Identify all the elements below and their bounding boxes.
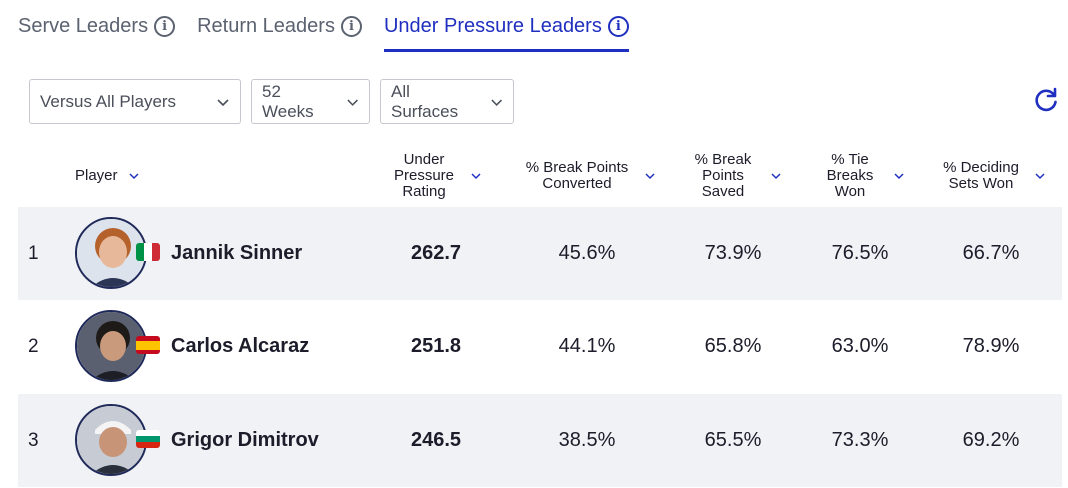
tiebreaks-value: 63.0% [831,335,889,357]
table-row[interactable]: 1 Jannik Sinner 262.7 45.6% 73.9% 76.5% … [18,207,1062,300]
tiebreaks-value: 76.5% [831,242,889,264]
column-header-deciding-sets[interactable]: % Deciding Sets Won [938,148,1046,204]
column-header-label: Under Pressure Rating [393,151,455,200]
tab-label: Serve Leaders [18,14,149,37]
player-avatar [75,404,147,476]
info-icon[interactable]: i [340,15,362,37]
player-rank: 3 [28,429,39,451]
player-rank: 1 [28,242,39,264]
deciding-sets-value: 66.7% [962,242,1020,264]
column-header-label: % Break Points Converted [525,159,629,192]
chevron-down-icon [771,173,781,180]
player-rank: 2 [28,335,39,357]
player-avatar [75,310,147,382]
italy-flag-icon [136,243,160,261]
info-icon[interactable]: i [154,15,176,37]
table-row[interactable]: 2 Carlos Alcaraz 251.8 44.1% 65.8% 63.0%… [18,300,1062,393]
chevron-down-icon [347,99,358,106]
chevron-down-icon [645,173,655,180]
opponent-select-value: Versus All Players [40,91,177,111]
period-select-value: 52 Weeks [262,81,314,121]
bp-saved-value: 65.5% [704,429,762,451]
tab-label: Under Pressure Leaders [383,14,602,37]
period-select[interactable]: 52 Weeks [251,79,370,124]
chevron-down-icon [471,173,481,180]
table-row[interactable]: 3 Grigor Dimitrov 246.5 38.5% 65.5% 73.3… [18,394,1062,487]
deciding-sets-value: 69.2% [962,429,1020,451]
column-header-player[interactable]: Player [75,148,140,204]
chevron-down-icon [1035,173,1045,180]
chevron-down-icon [129,173,139,180]
column-header-bp-converted[interactable]: % Break Points Converted [520,148,656,204]
tab-serve-leaders[interactable]: Serve Leaders i [18,10,176,42]
table-header: Player Under Pressure Rating % Break Poi… [18,148,1062,204]
surface-select[interactable]: All Surfaces [380,79,514,124]
player-name[interactable]: Jannik Sinner [171,242,303,264]
tab-return-leaders[interactable]: Return Leaders i [197,10,362,42]
bp-converted-value: 45.6% [558,242,616,264]
tab-label: Return Leaders [197,14,335,37]
tab-under-pressure-leaders[interactable]: Under Pressure Leaders i [383,10,629,52]
deciding-sets-value: 78.9% [962,335,1020,357]
chevron-down-icon [490,99,502,106]
column-header-label: % Break Points Saved [694,151,752,200]
column-header-label: Player [75,167,118,184]
filter-bar: Versus All Players 52 Weeks All Surfaces [29,79,524,124]
bp-converted-value: 38.5% [558,429,616,451]
column-header-rating[interactable]: Under Pressure Rating [388,148,482,204]
tiebreaks-value: 73.3% [831,429,889,451]
opponent-select[interactable]: Versus All Players [29,79,241,124]
column-header-label: % Tie Breaks Won [826,151,874,200]
under-pressure-rating: 246.5 [410,429,462,451]
under-pressure-rating: 262.7 [410,242,462,264]
chevron-down-icon [217,98,229,106]
under-pressure-rating: 251.8 [410,335,462,357]
refresh-icon[interactable] [1032,86,1060,114]
player-avatar [75,217,147,289]
bp-saved-value: 73.9% [704,242,762,264]
bulgaria-flag-icon [136,430,160,448]
spain-flag-icon [136,336,160,354]
column-header-tiebreaks[interactable]: % Tie Breaks Won [817,148,905,204]
player-name[interactable]: Carlos Alcaraz [171,335,310,357]
column-header-bp-saved[interactable]: % Break Points Saved [686,148,782,204]
player-name[interactable]: Grigor Dimitrov [171,429,319,451]
leaders-tabs: Serve Leaders i Return Leaders i Under P… [18,10,651,54]
column-header-label: % Deciding Sets Won [943,159,1019,192]
chevron-down-icon [894,173,904,180]
info-icon[interactable]: i [607,15,629,37]
bp-converted-value: 44.1% [558,335,616,357]
bp-saved-value: 65.8% [704,335,762,357]
surface-select-value: All Surfaces [391,81,459,121]
